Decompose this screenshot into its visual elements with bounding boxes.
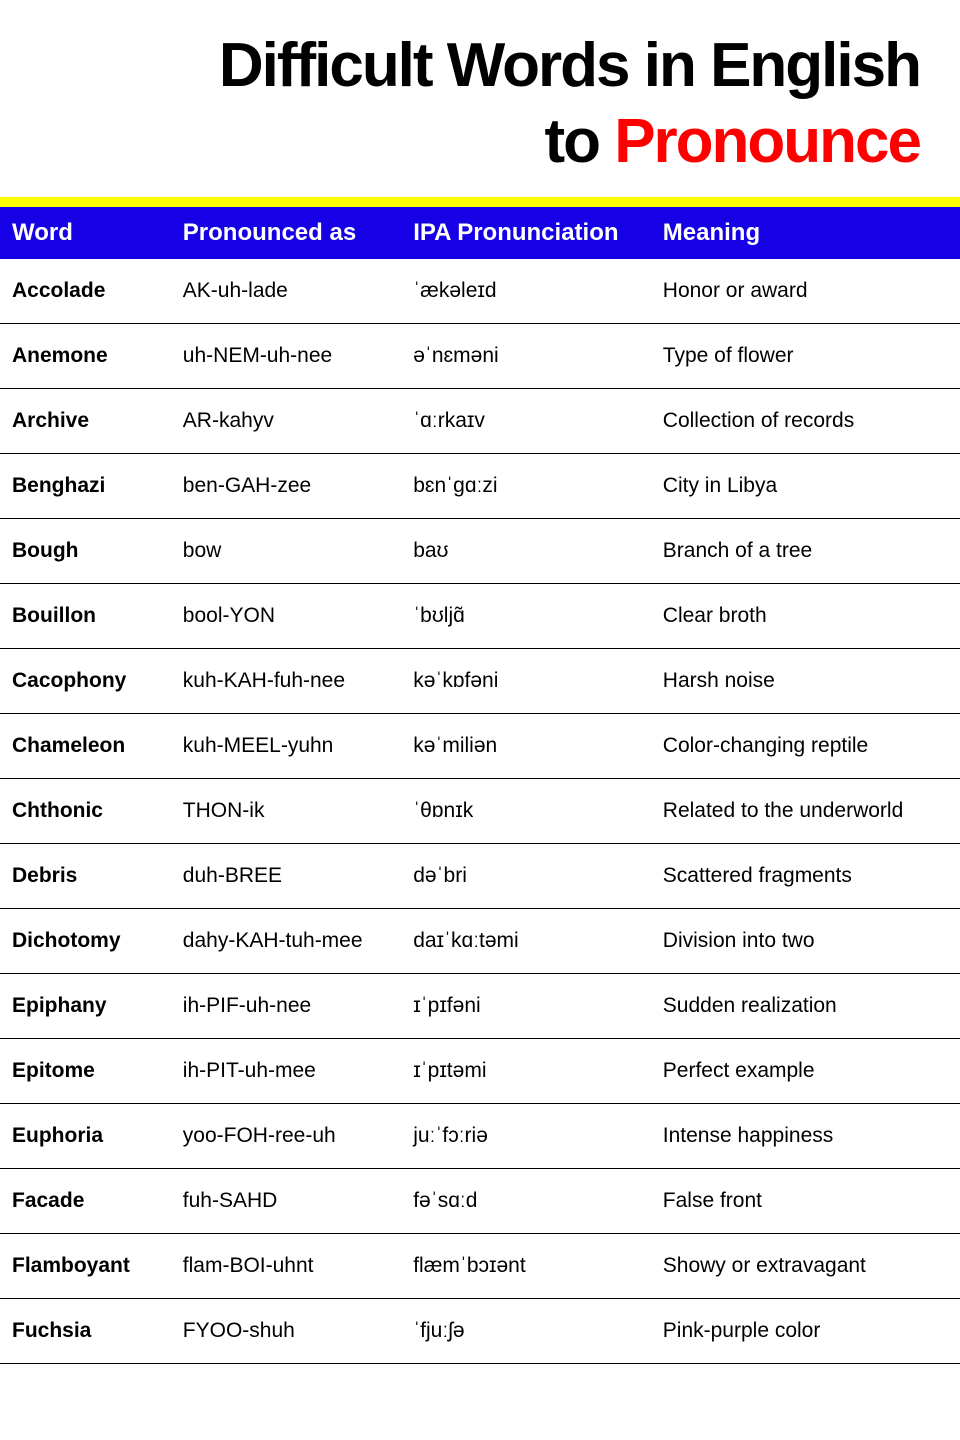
cell-meaning: Pink-purple color bbox=[653, 1299, 960, 1364]
cell-pronounced: THON-ik bbox=[173, 779, 403, 844]
cell-meaning: Related to the underworld bbox=[653, 779, 960, 844]
table-header-row: Word Pronounced as IPA Pronunciation Mea… bbox=[0, 207, 960, 259]
cell-meaning: Perfect example bbox=[653, 1039, 960, 1104]
cell-pronounced: fuh-SAHD bbox=[173, 1169, 403, 1234]
cell-pronounced: AR-kahyv bbox=[173, 389, 403, 454]
cell-ipa: fəˈsɑːd bbox=[403, 1169, 653, 1234]
cell-word: Cacophony bbox=[0, 649, 173, 714]
cell-word: Epitome bbox=[0, 1039, 173, 1104]
cell-word: Bouillon bbox=[0, 584, 173, 649]
cell-meaning: Sudden realization bbox=[653, 974, 960, 1039]
table-row: AccoladeAK-uh-ladeˈækəleɪdHonor or award bbox=[0, 259, 960, 324]
cell-pronounced: duh-BREE bbox=[173, 844, 403, 909]
cell-meaning: Showy or extravagant bbox=[653, 1234, 960, 1299]
cell-ipa: ˈɑːrkaɪv bbox=[403, 389, 653, 454]
cell-pronounced: uh-NEM-uh-nee bbox=[173, 324, 403, 389]
cell-ipa: əˈnɛməni bbox=[403, 324, 653, 389]
cell-pronounced: flam-BOI-uhnt bbox=[173, 1234, 403, 1299]
cell-ipa: flæmˈbɔɪənt bbox=[403, 1234, 653, 1299]
vocabulary-table: Word Pronounced as IPA Pronunciation Mea… bbox=[0, 207, 960, 1364]
title-line-1: Difficult Words in English bbox=[40, 30, 920, 101]
table-row: Chameleonkuh-MEEL-yuhnkəˈmiliənColor-cha… bbox=[0, 714, 960, 779]
cell-word: Accolade bbox=[0, 259, 173, 324]
cell-ipa: ˈfjuːʃə bbox=[403, 1299, 653, 1364]
cell-meaning: Type of flower bbox=[653, 324, 960, 389]
cell-meaning: Collection of records bbox=[653, 389, 960, 454]
cell-ipa: kəˈmiliən bbox=[403, 714, 653, 779]
table-row: BoughbowbaʊBranch of a tree bbox=[0, 519, 960, 584]
cell-pronounced: bow bbox=[173, 519, 403, 584]
col-header-ipa: IPA Pronunciation bbox=[403, 207, 653, 259]
cell-meaning: Division into two bbox=[653, 909, 960, 974]
accent-bar bbox=[0, 197, 960, 207]
cell-ipa: ˈækəleɪd bbox=[403, 259, 653, 324]
title-line-2-black: to bbox=[544, 107, 614, 176]
col-header-pronounced: Pronounced as bbox=[173, 207, 403, 259]
title-line-2-red: Pronounce bbox=[614, 107, 920, 176]
title-line-2: to Pronounce bbox=[40, 106, 920, 177]
cell-ipa: ˈbʊljɑ̃ bbox=[403, 584, 653, 649]
cell-word: Archive bbox=[0, 389, 173, 454]
cell-word: Chameleon bbox=[0, 714, 173, 779]
cell-ipa: bɛnˈɡɑːzi bbox=[403, 454, 653, 519]
cell-pronounced: ih-PIF-uh-nee bbox=[173, 974, 403, 1039]
cell-word: Dichotomy bbox=[0, 909, 173, 974]
col-header-meaning: Meaning bbox=[653, 207, 960, 259]
cell-pronounced: bool-YON bbox=[173, 584, 403, 649]
cell-ipa: ɪˈpɪtəmi bbox=[403, 1039, 653, 1104]
cell-word: Anemone bbox=[0, 324, 173, 389]
cell-ipa: kəˈkɒfəni bbox=[403, 649, 653, 714]
table-row: ArchiveAR-kahyvˈɑːrkaɪvCollection of rec… bbox=[0, 389, 960, 454]
cell-word: Epiphany bbox=[0, 974, 173, 1039]
cell-ipa: juːˈfɔːriə bbox=[403, 1104, 653, 1169]
cell-word: Fuchsia bbox=[0, 1299, 173, 1364]
cell-word: Benghazi bbox=[0, 454, 173, 519]
cell-meaning: Scattered fragments bbox=[653, 844, 960, 909]
cell-pronounced: kuh-KAH-fuh-nee bbox=[173, 649, 403, 714]
cell-meaning: Honor or award bbox=[653, 259, 960, 324]
cell-meaning: False front bbox=[653, 1169, 960, 1234]
table-row: Epitomeih-PIT-uh-meeɪˈpɪtəmiPerfect exam… bbox=[0, 1039, 960, 1104]
cell-meaning: Harsh noise bbox=[653, 649, 960, 714]
table-row: Benghaziben-GAH-zeebɛnˈɡɑːziCity in Liby… bbox=[0, 454, 960, 519]
cell-meaning: Clear broth bbox=[653, 584, 960, 649]
cell-pronounced: dahy-KAH-tuh-mee bbox=[173, 909, 403, 974]
table-row: FuchsiaFYOO-shuhˈfjuːʃəPink-purple color bbox=[0, 1299, 960, 1364]
cell-word: Flamboyant bbox=[0, 1234, 173, 1299]
cell-word: Bough bbox=[0, 519, 173, 584]
cell-word: Euphoria bbox=[0, 1104, 173, 1169]
table-row: Bouillonbool-YONˈbʊljɑ̃Clear broth bbox=[0, 584, 960, 649]
cell-pronounced: kuh-MEEL-yuhn bbox=[173, 714, 403, 779]
cell-word: Chthonic bbox=[0, 779, 173, 844]
cell-pronounced: ih-PIT-uh-mee bbox=[173, 1039, 403, 1104]
table-row: ChthonicTHON-ikˈθɒnɪkRelated to the unde… bbox=[0, 779, 960, 844]
cell-ipa: daɪˈkɑːtəmi bbox=[403, 909, 653, 974]
table-row: Euphoriayoo-FOH-ree-uhjuːˈfɔːriəIntense … bbox=[0, 1104, 960, 1169]
cell-meaning: Branch of a tree bbox=[653, 519, 960, 584]
cell-meaning: City in Libya bbox=[653, 454, 960, 519]
cell-ipa: ɪˈpɪfəni bbox=[403, 974, 653, 1039]
cell-pronounced: FYOO-shuh bbox=[173, 1299, 403, 1364]
cell-pronounced: AK-uh-lade bbox=[173, 259, 403, 324]
col-header-word: Word bbox=[0, 207, 173, 259]
cell-ipa: baʊ bbox=[403, 519, 653, 584]
table-row: Flamboyantflam-BOI-uhntflæmˈbɔɪəntShowy … bbox=[0, 1234, 960, 1299]
table-row: Dichotomydahy-KAH-tuh-meedaɪˈkɑːtəmiDivi… bbox=[0, 909, 960, 974]
cell-meaning: Intense happiness bbox=[653, 1104, 960, 1169]
table-row: Cacophonykuh-KAH-fuh-neekəˈkɒfəniHarsh n… bbox=[0, 649, 960, 714]
cell-word: Debris bbox=[0, 844, 173, 909]
cell-pronounced: ben-GAH-zee bbox=[173, 454, 403, 519]
table-row: Epiphanyih-PIF-uh-neeɪˈpɪfəniSudden real… bbox=[0, 974, 960, 1039]
cell-meaning: Color-changing reptile bbox=[653, 714, 960, 779]
table-row: Anemoneuh-NEM-uh-neeəˈnɛməniType of flow… bbox=[0, 324, 960, 389]
cell-ipa: dəˈbri bbox=[403, 844, 653, 909]
cell-word: Facade bbox=[0, 1169, 173, 1234]
table-row: Facadefuh-SAHDfəˈsɑːdFalse front bbox=[0, 1169, 960, 1234]
page-title-block: Difficult Words in English to Pronounce bbox=[0, 0, 960, 197]
cell-pronounced: yoo-FOH-ree-uh bbox=[173, 1104, 403, 1169]
table-row: Debrisduh-BREEdəˈbriScattered fragments bbox=[0, 844, 960, 909]
cell-ipa: ˈθɒnɪk bbox=[403, 779, 653, 844]
